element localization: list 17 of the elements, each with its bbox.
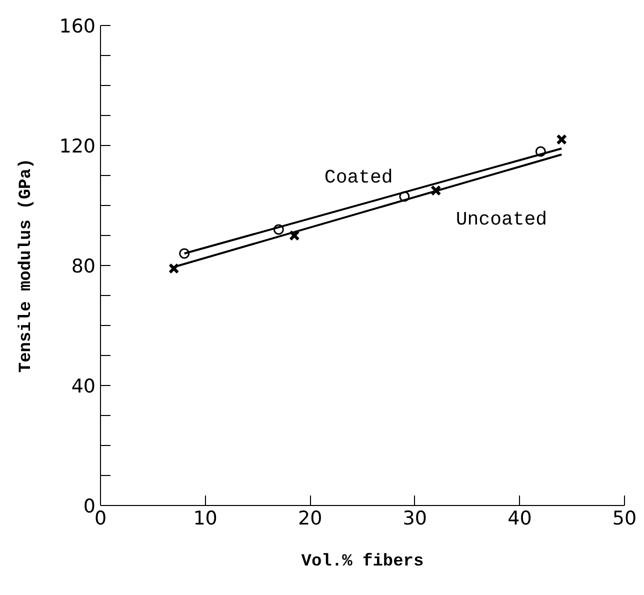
x-tick-label: 50: [612, 508, 637, 530]
point: [168, 263, 180, 274]
point: [288, 230, 300, 241]
y-tick-label: 80: [71, 256, 96, 278]
point: [556, 134, 568, 145]
y-tick-label: 160: [59, 16, 96, 38]
y-axis-title: Tensile modulus (GPa): [17, 158, 36, 373]
x-axis-title: Vol.% fibers: [301, 552, 424, 572]
x-tick-label: 40: [508, 508, 532, 530]
point: [430, 185, 442, 196]
x-tick-label: 20: [298, 508, 322, 530]
series-label: Coated: [324, 166, 393, 188]
y-tick-label: 120: [59, 136, 96, 158]
x-tick-label: 10: [193, 508, 218, 530]
series-label: Uncoated: [456, 208, 548, 230]
x-tick-label: 30: [402, 508, 427, 530]
y-tick-label: 40: [71, 376, 96, 398]
